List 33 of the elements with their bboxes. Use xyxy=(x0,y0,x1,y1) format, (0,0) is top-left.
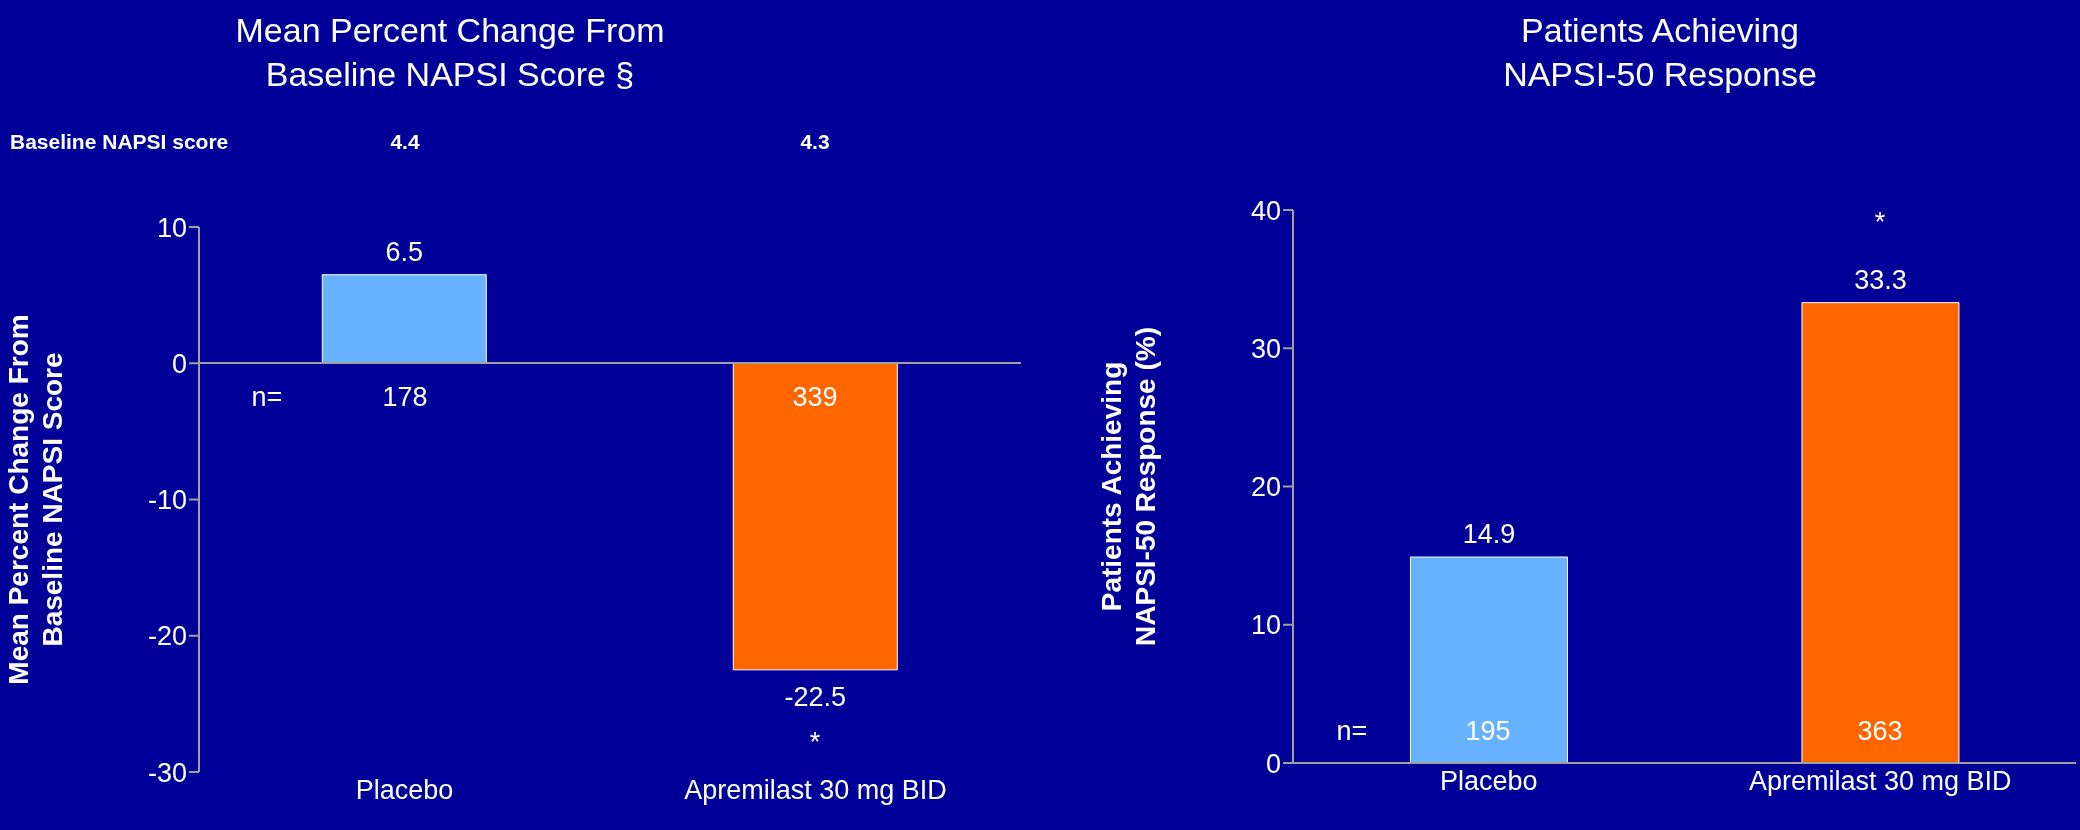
chart-title: Patients Achieving NAPSI-50 Response xyxy=(1502,10,1818,95)
data-label: -22.5 xyxy=(784,681,847,712)
x-tick-label: Apremilast 30 mg BID xyxy=(684,775,947,806)
annotation: n= xyxy=(251,381,283,413)
annotation: 178 xyxy=(382,381,428,413)
x-tick-label: Placebo xyxy=(1439,766,1538,797)
y-axis-title: Mean Percent Change From Baseline NAPSI Score xyxy=(3,314,68,685)
text: 4.3 xyxy=(800,130,830,154)
chart-title: Mean Percent Change From Baseline NAPSI Score § xyxy=(234,10,666,95)
y-tick-label: -10 xyxy=(147,485,187,516)
y-tick-label: 10 xyxy=(1250,610,1281,641)
annotation: * xyxy=(809,726,821,758)
y-tick-label: 0 xyxy=(1265,748,1281,779)
y-tick-label: -30 xyxy=(147,757,187,788)
annotation: 339 xyxy=(792,381,838,413)
text: 4.4 xyxy=(390,130,420,154)
x-tick-label: Placebo xyxy=(355,775,454,806)
data-label: 33.3 xyxy=(1854,264,1907,295)
data-label: 14.9 xyxy=(1462,519,1516,550)
y-tick-label: 10 xyxy=(156,212,187,243)
annotation: n= xyxy=(1336,715,1368,747)
y-axis-title: Patients Achieving NAPSI-50 Response (%) xyxy=(1096,327,1161,646)
y-tick-label: 40 xyxy=(1250,195,1281,226)
annotation: * xyxy=(1874,206,1886,238)
x-tick-label: Apremilast 30 mg BID xyxy=(1748,766,2012,797)
y-tick-label: -20 xyxy=(147,621,187,652)
annotation: 195 xyxy=(1465,715,1511,747)
y-tick-label: 0 xyxy=(171,348,187,379)
y-tick-label: 30 xyxy=(1250,333,1281,364)
annotation: 363 xyxy=(1857,715,1903,747)
y-tick-label: 20 xyxy=(1250,472,1281,503)
data-label: 6.5 xyxy=(385,236,424,267)
text: Baseline NAPSI score xyxy=(10,130,229,154)
